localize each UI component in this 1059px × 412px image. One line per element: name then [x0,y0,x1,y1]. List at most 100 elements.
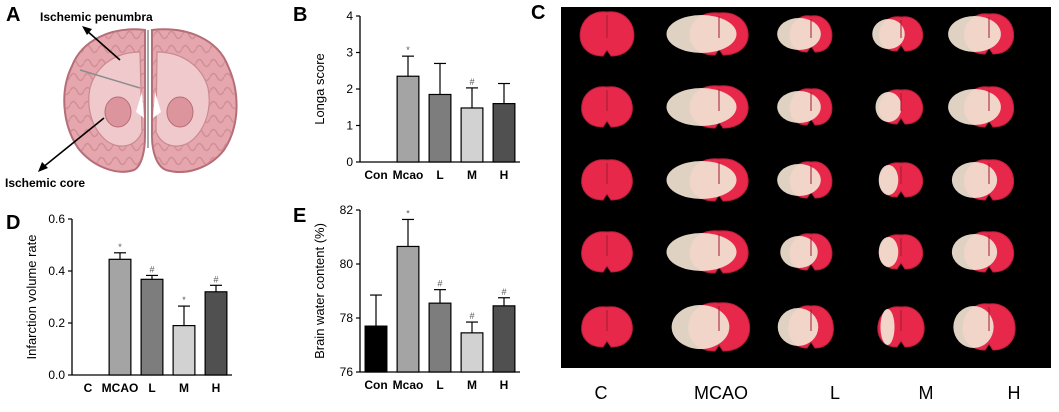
brain-section [777,161,833,199]
bar-h [492,102,516,163]
bar-m [460,107,484,163]
infarct-area [875,92,902,122]
chart-d-infarction-volume: 0.0 0.2 0.4 0.6 Infarction volume rate C * MCAO… [24,212,232,395]
chart-b-longa-score: 0 1 2 3 4 Longa score Con * Mcao L # M H [312,9,520,182]
bar-h [492,305,516,373]
infarct-area [951,162,998,198]
x-tick-label: Con [364,168,387,182]
infarct-area [666,161,737,199]
panel-label-e: E [293,205,307,227]
infarct-area [872,19,905,49]
y-axis-label: Brain water content (%) [312,223,327,359]
brain-section [951,159,1015,201]
infarct-area [878,165,899,195]
brain-section [878,162,923,198]
infarct-area [953,306,994,348]
panel-label-d: D [6,212,21,234]
x-tick-label: C [84,381,93,395]
brain-section [777,305,834,349]
significance-marker: # [213,274,218,284]
brain-section [581,231,633,273]
photo-col-label-m: M [918,383,934,403]
infarct-area [878,237,899,267]
infarct-area [666,233,737,271]
brain-section [666,85,749,129]
brain-illustration [38,26,238,173]
significance-marker: * [406,45,410,55]
panel-label-b: B [293,4,308,26]
brain-section [777,88,833,126]
photo-col-label-mcao: MCAO [694,383,748,403]
infarct-area [671,305,730,349]
x-tick-label: MCAO [102,381,139,395]
infarct-area [777,164,821,196]
y-tick-label: 76 [340,365,354,379]
brain-section [948,13,1015,55]
infarct-area [948,16,1001,52]
y-tick-label: 0.6 [48,212,65,226]
y-tick-label: 0 [346,155,353,169]
brain-section [581,306,633,348]
infarct-area [666,15,737,53]
x-tick-label: L [148,381,155,395]
brain-section [948,86,1015,128]
infarct-area [951,234,998,270]
significance-marker: * [118,242,122,252]
y-tick-label: 0.4 [48,264,65,278]
brain-section [777,15,833,53]
panel-label-a: A [6,4,21,26]
brain-section [780,233,833,271]
x-tick-label: L [436,378,443,392]
x-tick-label: M [467,168,477,182]
bar-mcao [396,75,420,163]
brain-section [878,234,923,270]
y-tick-label: 2 [346,82,353,96]
ttc-section-grid [561,7,1051,368]
bar-mcao [396,245,420,373]
brain-section [875,89,923,125]
brain-section [581,159,633,201]
y-tick-label: 1 [346,119,353,133]
brain-section [877,306,925,348]
photo-col-label-c: C [594,383,608,403]
y-tick-label: 0.2 [48,316,65,330]
photo-col-label-h: H [1007,383,1021,403]
bar-con [364,325,388,373]
x-tick-label: H [500,378,509,392]
brain-section [953,303,1016,351]
significance-marker: # [149,264,154,274]
x-tick-label: Mcao [393,378,424,392]
significance-marker: # [469,77,474,87]
brain-section [581,86,633,128]
brain-section [666,12,749,56]
chart-e-brain-water: 76 78 80 82 Brain water content (%) Con * Mcao #… [312,203,520,392]
y-tick-label: 4 [346,9,353,23]
x-tick-label: H [212,381,221,395]
bar-m [172,324,196,376]
significance-marker: # [437,279,442,289]
significance-marker: * [182,295,186,305]
infarct-area [780,236,818,268]
x-tick-label: M [467,378,477,392]
bar-m [460,332,484,373]
y-tick-label: 82 [340,203,354,217]
brain-section [951,231,1015,273]
brain-section [872,16,923,52]
x-tick-label: H [500,168,509,182]
brain-section [666,230,749,274]
significance-marker: # [469,311,474,321]
significance-marker: # [501,287,506,297]
infarct-area [777,18,821,50]
significance-marker: * [406,208,410,218]
y-tick-label: 78 [340,311,354,325]
x-tick-label: Mcao [393,168,424,182]
bar-l [140,278,164,376]
infarct-area [777,308,819,346]
brain-section [579,11,635,57]
y-axis-label: Longa score [312,53,327,125]
x-tick-label: M [179,381,189,395]
y-tick-label: 0.0 [48,368,65,382]
infarct-area [666,88,737,126]
bar-l [428,93,452,163]
photo-col-label-l: L [829,383,840,403]
